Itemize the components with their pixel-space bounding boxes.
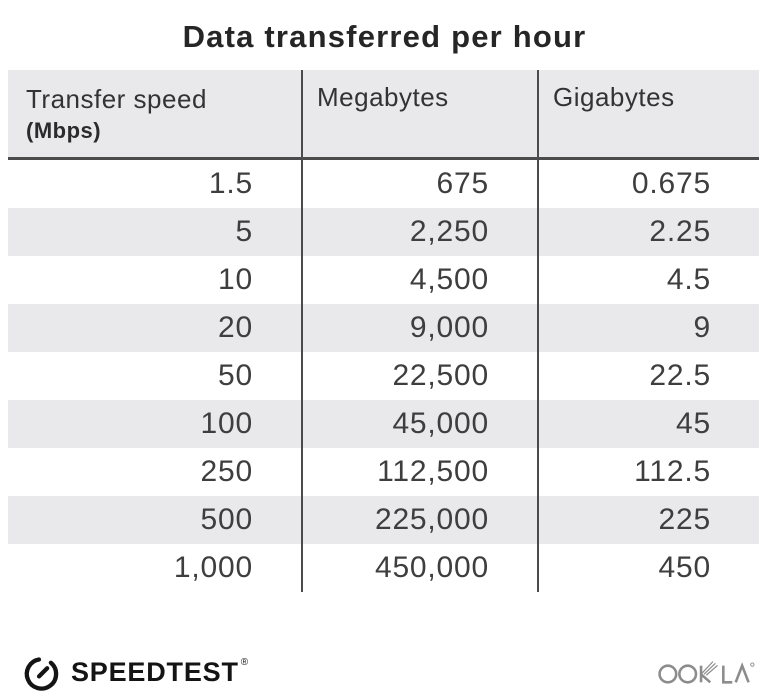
table-header-row: Transfer speed (Mbps) Megabytes Gigabyte… [8, 70, 759, 160]
speedtest-wordmark: SPEEDTEST [71, 657, 239, 687]
header-transfer-speed-label: Transfer speed [26, 84, 207, 114]
page-title: Data transferred per hour [182, 19, 587, 54]
cell-speed: 1,000 [8, 544, 303, 592]
cell-speed: 10 [8, 256, 303, 304]
cell-gigabytes: 45 [676, 407, 711, 440]
ookla-logo [657, 656, 756, 688]
table-row: 500 225,000 225 [8, 496, 759, 544]
cell-megabytes: 450,000 [303, 544, 539, 592]
header-gigabytes: Gigabytes [553, 82, 675, 112]
header-megabytes: Megabytes [303, 70, 539, 157]
table-row: 100 45,000 45 [8, 400, 759, 448]
cell-speed: 20 [8, 304, 303, 352]
cell-speed: 5 [8, 208, 303, 256]
speedtest-logo: SPEEDTEST ® [21, 651, 248, 693]
footer: SPEEDTEST ® [0, 649, 769, 695]
cell-gigabytes: 22.5 [649, 359, 711, 392]
cell-gigabytes: 112.5 [634, 455, 711, 488]
cell-gigabytes: 450 [658, 551, 711, 584]
cell-megabytes: 45,000 [303, 400, 539, 448]
cell-speed: 1.5 [8, 160, 303, 208]
table-row: 250 112,500 112.5 [8, 448, 759, 496]
table-row: 20 9,000 9 [8, 304, 759, 352]
table-row: 50 22,500 22.5 [8, 352, 759, 400]
registered-trademark-symbol: ® [240, 657, 249, 668]
cell-speed: 500 [8, 496, 303, 544]
cell-megabytes: 4,500 [303, 256, 539, 304]
speedometer-gauge-icon [24, 657, 59, 691]
cell-megabytes: 2,250 [303, 208, 539, 256]
cell-megabytes: 9,000 [303, 304, 539, 352]
cell-speed: 100 [8, 400, 303, 448]
cell-megabytes: 675 [303, 160, 539, 208]
table-row: 5 2,250 2.25 [8, 208, 759, 256]
cell-gigabytes: 225 [658, 503, 711, 536]
cell-gigabytes: 4.5 [666, 263, 711, 296]
cell-speed: 50 [8, 352, 303, 400]
cell-gigabytes: 0.675 [631, 167, 711, 200]
data-table: Transfer speed (Mbps) Megabytes Gigabyte… [8, 70, 759, 592]
cell-megabytes: 225,000 [303, 496, 539, 544]
cell-gigabytes: 9 [693, 311, 711, 344]
cell-megabytes: 112,500 [303, 448, 539, 496]
table-row: 10 4,500 4.5 [8, 256, 759, 304]
cell-gigabytes: 2.25 [649, 215, 711, 248]
header-transfer-speed: Transfer speed (Mbps) [8, 70, 303, 157]
header-mbps-unit-label: (Mbps) [26, 118, 102, 143]
table-row: 1,000 450,000 450 [8, 544, 759, 592]
cell-speed: 250 [8, 448, 303, 496]
cell-megabytes: 22,500 [303, 352, 539, 400]
ookla-wordmark-icon [658, 661, 755, 684]
table-row: 1.5 675 0.675 [8, 160, 759, 208]
